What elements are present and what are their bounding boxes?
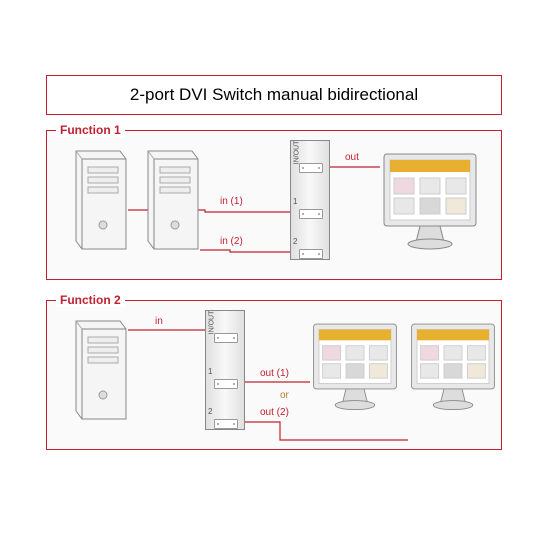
title-text: 2-port DVI Switch manual bidirectional <box>130 85 418 105</box>
monitor <box>408 320 498 420</box>
dvi-port <box>214 419 238 429</box>
dvi-port <box>214 333 238 343</box>
wire-label: out <box>345 152 359 163</box>
port-number: 1 <box>208 367 212 376</box>
dvi-port <box>214 379 238 389</box>
wire-label: out (2) <box>260 407 289 418</box>
port-number: 2 <box>293 237 297 246</box>
title-box: 2-port DVI Switch manual bidirectional <box>46 75 502 115</box>
function2-label: Function 2 <box>56 293 125 307</box>
computer-tower <box>68 315 128 425</box>
wire-label: out (1) <box>260 368 289 379</box>
dvi-port <box>299 163 323 173</box>
dvi-port <box>299 209 323 219</box>
function1-label: Function 1 <box>56 123 125 137</box>
wire-label: in <box>155 316 163 327</box>
port-number: 2 <box>208 407 212 416</box>
dvi-port <box>299 249 323 259</box>
wire-label: in (1) <box>220 196 243 207</box>
dvi-switch: IN/OUT 1 2 <box>205 310 245 430</box>
or-label: or <box>280 390 289 401</box>
computer-tower <box>68 145 128 255</box>
port-inout-label: IN/OUT <box>293 141 300 165</box>
monitor <box>380 150 480 260</box>
port-inout-label: IN/OUT <box>208 311 215 335</box>
monitor <box>310 320 400 420</box>
computer-tower <box>140 145 200 255</box>
wire-label: in (2) <box>220 236 243 247</box>
port-number: 1 <box>293 197 297 206</box>
dvi-switch: IN/OUT 1 2 <box>290 140 330 260</box>
